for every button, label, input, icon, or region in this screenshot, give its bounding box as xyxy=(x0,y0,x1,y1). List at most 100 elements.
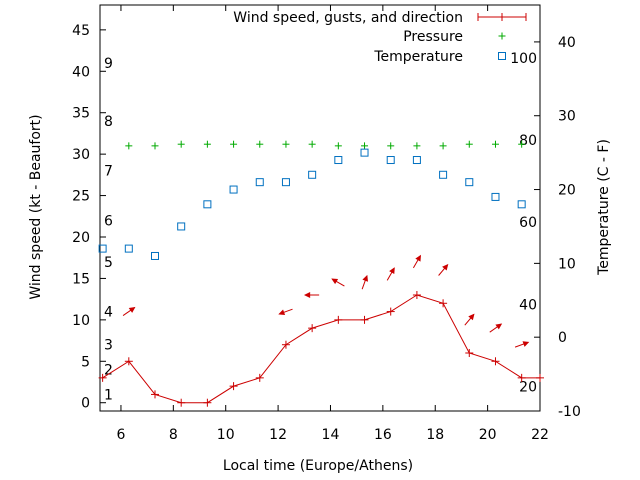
wind-speed-point xyxy=(334,315,343,324)
x-tick-label: 8 xyxy=(169,427,178,443)
temperature-point xyxy=(517,200,526,209)
fahrenheit-label: 100 xyxy=(510,51,537,67)
beaufort-label: 6 xyxy=(104,213,113,229)
series-temperature xyxy=(98,148,526,260)
pressure-point xyxy=(491,140,499,148)
wind-direction-arrow xyxy=(122,306,136,316)
pressure-point xyxy=(282,140,290,148)
y2-tick-label: 30 xyxy=(558,109,576,125)
beaufort-label: 8 xyxy=(104,114,113,130)
y-tick-label: 45 xyxy=(72,23,90,39)
wind-speed-point xyxy=(124,357,133,366)
wind-speed-point xyxy=(151,390,159,399)
y2-axis-label: Temperature (C - F) xyxy=(596,139,612,276)
wind-speed-point xyxy=(491,357,500,366)
beaufort-label: 3 xyxy=(104,338,113,354)
wind-speed-point xyxy=(281,340,290,349)
temperature-point xyxy=(334,156,343,165)
wind-speed-point xyxy=(203,398,212,407)
legend-sample-pressure xyxy=(498,32,506,40)
x-tick-label: 20 xyxy=(479,427,497,443)
y2-axis-ticks: -10 0 10 20 30 40 xyxy=(534,35,581,420)
fahrenheit-label: 20 xyxy=(519,380,537,396)
y-tick-label: 40 xyxy=(72,64,90,80)
legend-sample-temperature xyxy=(498,52,506,60)
fahrenheit-label: 60 xyxy=(519,215,537,231)
wind-speed-point xyxy=(308,324,317,333)
temperature-point xyxy=(491,192,500,201)
wind-speed-point xyxy=(255,373,264,382)
y-tick-label: 35 xyxy=(72,106,90,122)
fahrenheit-label: 80 xyxy=(519,133,537,149)
pressure-point xyxy=(518,140,526,148)
plot-border xyxy=(99,4,541,412)
legend: Wind speed, gusts, and direction Pressur… xyxy=(233,10,527,65)
pressure-point xyxy=(256,140,264,148)
pressure-point xyxy=(177,140,185,148)
pressure-point xyxy=(334,142,342,150)
wind-speed-point xyxy=(412,291,421,299)
x-tick-label: 6 xyxy=(116,427,125,443)
temperature-point xyxy=(439,170,448,179)
pressure-point xyxy=(230,140,238,148)
pressure-point xyxy=(361,142,369,150)
x-tick-label: 10 xyxy=(217,427,235,443)
pressure-point xyxy=(413,142,421,150)
temperature-point xyxy=(229,185,238,194)
y-tick-label: 20 xyxy=(72,230,90,246)
pressure-point xyxy=(308,140,316,148)
legend-pressure-marker xyxy=(498,32,506,40)
y-tick-label: 30 xyxy=(72,147,90,163)
temperature-point xyxy=(151,251,159,260)
wind-speed-point xyxy=(517,373,526,382)
beaufort-labels: 1 2 3 4 5 6 7 8 9 xyxy=(104,56,113,403)
y2-tick-label: 10 xyxy=(558,256,576,272)
beaufort-label: 1 xyxy=(104,387,113,403)
plot-frame xyxy=(99,4,541,412)
y2-tick-label: 40 xyxy=(558,35,576,51)
temperature-point xyxy=(465,178,474,187)
wind-speed-point xyxy=(386,307,395,316)
y-tick-label: 0 xyxy=(81,396,90,412)
wind-direction-arrow xyxy=(438,263,449,276)
pressure-point xyxy=(125,142,133,150)
temperature-point xyxy=(124,244,133,253)
y2-tick-label: 20 xyxy=(558,183,576,199)
series-wind-speed xyxy=(98,291,544,407)
y-tick-label: 10 xyxy=(72,313,90,329)
wind-speed-line xyxy=(102,294,540,404)
wind-direction-arrow xyxy=(303,292,320,298)
temperature-point xyxy=(412,156,421,165)
temperature-point xyxy=(203,200,212,209)
wind-direction-arrow xyxy=(412,254,421,269)
series-pressure xyxy=(125,140,526,150)
wind-direction-arrow xyxy=(489,323,503,333)
wind-direction-arrow xyxy=(386,267,395,281)
wind-direction-arrow xyxy=(278,308,293,316)
fahrenheit-labels: 20 40 60 80 100 xyxy=(510,51,537,395)
x-tick-label: 22 xyxy=(531,427,549,443)
wind-speed-point xyxy=(360,315,369,324)
wind-speed-point xyxy=(439,299,448,308)
legend-temperature-marker xyxy=(498,52,506,60)
temperature-point xyxy=(308,170,317,179)
temperature-point xyxy=(281,178,290,187)
wind-direction-arrows xyxy=(122,254,530,348)
y-axis-ticks: 0 5 10 15 20 25 30 35 40 45 xyxy=(72,23,106,412)
x-tick-label: 12 xyxy=(269,427,287,443)
wind-direction-arrow xyxy=(331,278,345,287)
series-layer xyxy=(98,140,544,407)
x-axis-label: Local time (Europe/Athens) xyxy=(223,458,413,474)
temperature-point xyxy=(98,244,107,253)
wind-speed-point xyxy=(98,373,107,382)
beaufort-label: 7 xyxy=(104,164,113,180)
wind-speed-point xyxy=(465,349,474,357)
wind-direction-arrow xyxy=(514,341,530,348)
y-axis-label: Wind speed (kt - Beaufort) xyxy=(28,114,44,299)
wind-speed-point xyxy=(536,373,544,382)
legend-label-temperature: Temperature xyxy=(373,49,463,65)
x-axis-ticks: 6 8 10 12 14 16 18 20 22 xyxy=(116,5,549,443)
y2-tick-label: -10 xyxy=(558,404,581,420)
wind-direction-arrow xyxy=(361,274,368,290)
pressure-point xyxy=(439,142,447,150)
